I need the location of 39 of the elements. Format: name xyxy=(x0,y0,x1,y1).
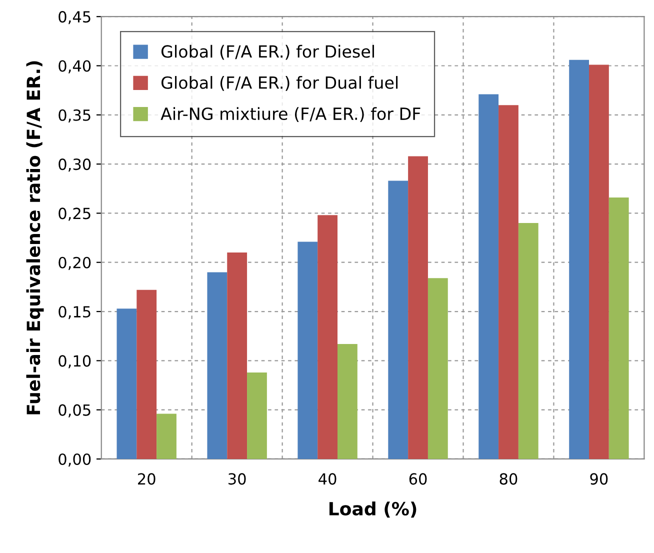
x-tick-label: 90 xyxy=(590,473,608,485)
bar xyxy=(136,290,157,459)
x-tick-label: 40 xyxy=(318,473,336,485)
bar xyxy=(318,215,338,459)
bar xyxy=(518,223,538,459)
x-axis-title: Load (%) xyxy=(329,502,416,518)
bar xyxy=(116,308,137,459)
y-tick-label: 0,20 xyxy=(58,256,91,270)
bar xyxy=(227,252,248,459)
y-tick-label: 0,25 xyxy=(58,208,90,221)
bar xyxy=(569,60,590,459)
x-tick-label: 80 xyxy=(500,473,518,485)
bar xyxy=(428,278,448,459)
bar xyxy=(156,414,176,459)
y-tick-label: 0,15 xyxy=(58,306,90,320)
y-tick-label: 0,10 xyxy=(58,355,91,368)
x-tick-label: 20 xyxy=(138,473,156,485)
legend-label: Global (F/A ER.) for Dual fuel xyxy=(161,76,398,91)
bar xyxy=(478,94,499,459)
bar xyxy=(337,344,358,459)
y-tick-label: 0,35 xyxy=(58,109,90,122)
bar xyxy=(247,372,267,459)
legend-label: Air-NG mixtiure (F/A ER.) for DF xyxy=(160,107,420,122)
y-tick-label: 0,00 xyxy=(58,453,91,467)
y-tick-label: 0,30 xyxy=(58,158,91,172)
bar xyxy=(498,105,518,459)
bar xyxy=(388,180,408,459)
bar xyxy=(298,242,318,459)
x-tick-label: 30 xyxy=(228,473,246,485)
bar xyxy=(608,197,629,459)
y-tick-label: 0,45 xyxy=(58,11,90,24)
y-axis-title: Fuel-air Equivalence ratio (F/A ER.) xyxy=(26,61,44,414)
bar xyxy=(207,272,228,459)
y-tick-label: 0,05 xyxy=(58,404,90,418)
bar xyxy=(408,156,428,459)
legend-label: Global (F/A ER.) for Diesel xyxy=(161,44,374,60)
x-tick-label: 60 xyxy=(409,473,427,485)
bar xyxy=(589,64,609,459)
y-tick-label: 0,40 xyxy=(58,60,91,74)
